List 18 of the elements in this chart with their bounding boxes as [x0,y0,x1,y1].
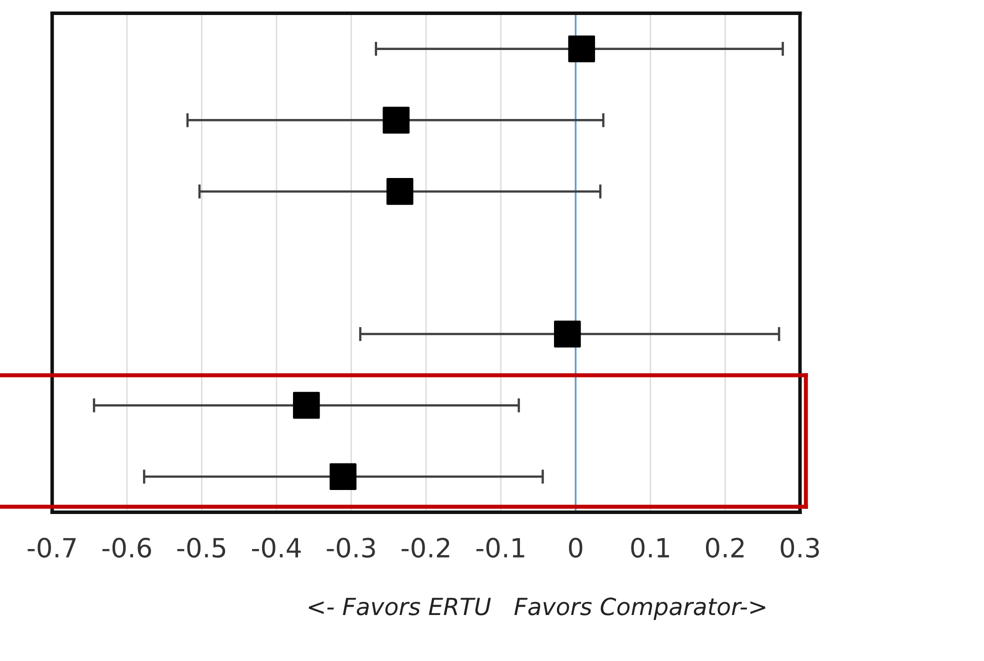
x-tick-label: -0.7 [28,538,76,558]
x-tick-label: 0.2 [706,538,744,558]
x-tick-label: -0.5 [177,538,226,558]
x-tick-label: 0.1 [631,538,669,558]
x-tick-label: -0.1 [476,538,524,558]
point [330,463,356,490]
x-tick-label: -0.6 [102,538,152,558]
x-tick-label: -0.3 [326,538,375,558]
point [568,35,596,62]
x-tick-label: -0.4 [252,538,301,558]
point [293,392,320,419]
x-tick-label: 0.3 [780,538,819,558]
point [382,106,410,134]
x-tick-label: -0.2 [402,538,450,558]
x-tick-label: 0 [568,538,582,558]
x-axis-title: <- Favors ERTU Favors Comparator-> [308,598,766,620]
point [386,178,414,205]
point [554,320,581,348]
